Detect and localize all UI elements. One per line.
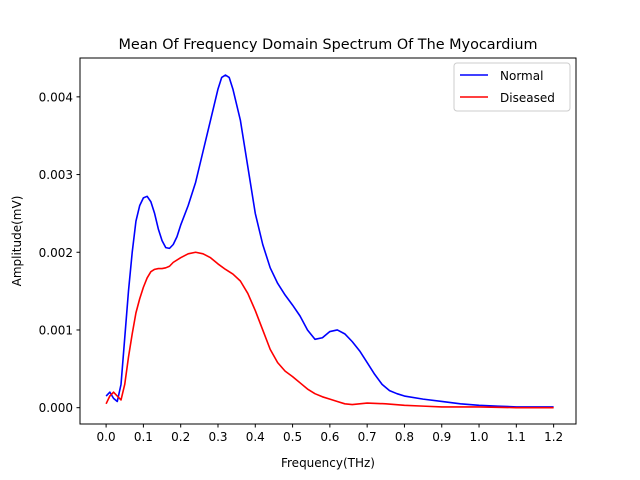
- plot-area: [105, 74, 554, 409]
- y-tick-label: 0.001: [39, 323, 73, 337]
- x-tick-label: 1.1: [507, 430, 526, 444]
- y-axis: 0.000 0.001 0.002 0.003 0.004: [39, 90, 80, 415]
- series-line-normal: [105, 74, 554, 408]
- legend: Normal Diseased: [453, 62, 571, 112]
- series-line-diseased: [105, 251, 554, 409]
- y-tick-label: 0.004: [39, 90, 73, 104]
- x-tick-label: 0.8: [395, 430, 414, 444]
- x-tick-label: 1.2: [544, 430, 563, 444]
- x-axis-label: Frequency(THz): [281, 456, 375, 470]
- x-tick-label: 0.7: [358, 430, 377, 444]
- y-axis-label: Amplitude(mV): [10, 196, 24, 287]
- x-tick-label: 1.0: [469, 430, 488, 444]
- x-tick-label: 0.0: [97, 430, 116, 444]
- x-tick-label: 0.6: [320, 430, 339, 444]
- legend-label-diseased: Diseased: [500, 91, 555, 105]
- x-tick-label: 0.3: [208, 430, 227, 444]
- x-tick-label: 0.5: [283, 430, 302, 444]
- y-tick-label: 0.002: [39, 246, 73, 260]
- x-axis: 0.0 0.1 0.2 0.3 0.4 0.5 0.6 0.7 0.8 0.9 1.0 1.1 1.2: [97, 424, 563, 444]
- x-tick-label: 0.2: [171, 430, 190, 444]
- chart-title: Mean Of Frequency Domain Spectrum Of The…: [118, 37, 537, 53]
- y-tick-label: 0.000: [39, 401, 73, 415]
- x-tick-label: 0.4: [246, 430, 265, 444]
- y-tick-label: 0.003: [39, 168, 73, 182]
- x-tick-label: 0.9: [432, 430, 451, 444]
- legend-label-normal: Normal: [500, 69, 543, 83]
- x-tick-label: 0.1: [134, 430, 153, 444]
- plot-frame: [79, 57, 577, 425]
